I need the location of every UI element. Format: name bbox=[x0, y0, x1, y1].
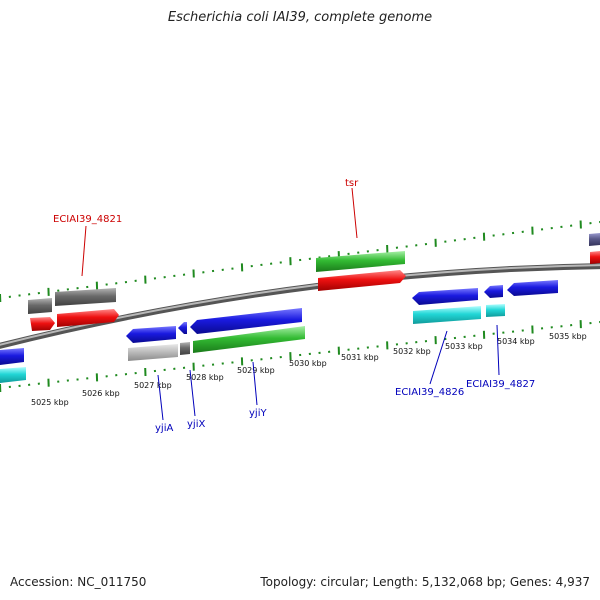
scale-label: 5026 kbp bbox=[82, 389, 120, 398]
scale-label: 5031 kbp bbox=[341, 353, 379, 362]
gene-feature[interactable] bbox=[413, 306, 481, 324]
gene-feature[interactable] bbox=[55, 288, 116, 306]
gene-feature[interactable] bbox=[30, 317, 55, 331]
gene-feature[interactable] bbox=[507, 280, 558, 296]
gene-label-ecia39-4821[interactable]: ECIAI39_4821 bbox=[53, 214, 122, 225]
scale-label: 5030 kbp bbox=[289, 359, 327, 368]
gene-label-yjia[interactable]: yjiA bbox=[155, 423, 173, 434]
gene-label-tsr[interactable]: tsr bbox=[345, 178, 359, 189]
scale-label: 5027 kbp bbox=[134, 381, 172, 390]
gene-feature[interactable] bbox=[180, 342, 190, 355]
genome-summary-text: Topology: circular; Length: 5,132,068 bp… bbox=[260, 575, 590, 589]
gene-feature[interactable] bbox=[590, 251, 600, 264]
gene-feature[interactable] bbox=[28, 298, 52, 314]
gene-feature[interactable] bbox=[126, 326, 176, 343]
gene-feature[interactable] bbox=[318, 270, 406, 291]
scale-label: 5028 kbp bbox=[186, 373, 224, 382]
gene-feature[interactable] bbox=[316, 251, 405, 272]
gene-feature[interactable] bbox=[193, 326, 305, 353]
gene-label-ecia39-4826[interactable]: ECIAI39_4826 bbox=[395, 387, 464, 398]
gene-feature[interactable] bbox=[178, 322, 187, 334]
gene-label-yjix[interactable]: yjiX bbox=[187, 419, 205, 430]
gene-feature[interactable] bbox=[0, 348, 24, 365]
scale-label: 5033 kbp bbox=[445, 342, 483, 351]
gene-feature[interactable] bbox=[589, 233, 600, 246]
gene-label-yjiy[interactable]: yjiY bbox=[249, 408, 267, 419]
scale-label: 5025 kbp bbox=[31, 398, 69, 407]
scale-label: 5035 kbp bbox=[549, 332, 587, 341]
gene-feature[interactable] bbox=[486, 304, 505, 317]
gene-feature[interactable] bbox=[128, 344, 178, 361]
gene-label-ecia39-4827[interactable]: ECIAI39_4827 bbox=[466, 379, 535, 390]
accession-text: Accession: NC_011750 bbox=[10, 575, 147, 589]
outer-tick-ring bbox=[0, 220, 600, 303]
gene-feature[interactable] bbox=[0, 367, 26, 383]
gene-feature[interactable] bbox=[412, 288, 478, 305]
scale-labels: 5025 kbp 5026 kbp 5027 kbp 5028 kbp 5029… bbox=[31, 332, 587, 407]
genome-backbone bbox=[0, 263, 600, 349]
page-title: Escherichia coli IAI39, complete genome bbox=[167, 10, 433, 25]
gene-feature[interactable] bbox=[484, 285, 503, 298]
gene-feature[interactable] bbox=[190, 308, 302, 334]
reverse-strand-features bbox=[0, 280, 558, 383]
forward-strand-features bbox=[28, 233, 600, 331]
gene-feature[interactable] bbox=[57, 309, 119, 327]
scale-label: 5034 kbp bbox=[497, 337, 535, 346]
inner-tick-ring bbox=[0, 320, 600, 393]
scale-label: 5032 kbp bbox=[393, 347, 431, 356]
gene-labels: ECIAI39_4821 tsr yjiA yjiX yjiY ECIAI39_… bbox=[53, 178, 535, 434]
scale-label: 5029 kbp bbox=[237, 366, 275, 375]
